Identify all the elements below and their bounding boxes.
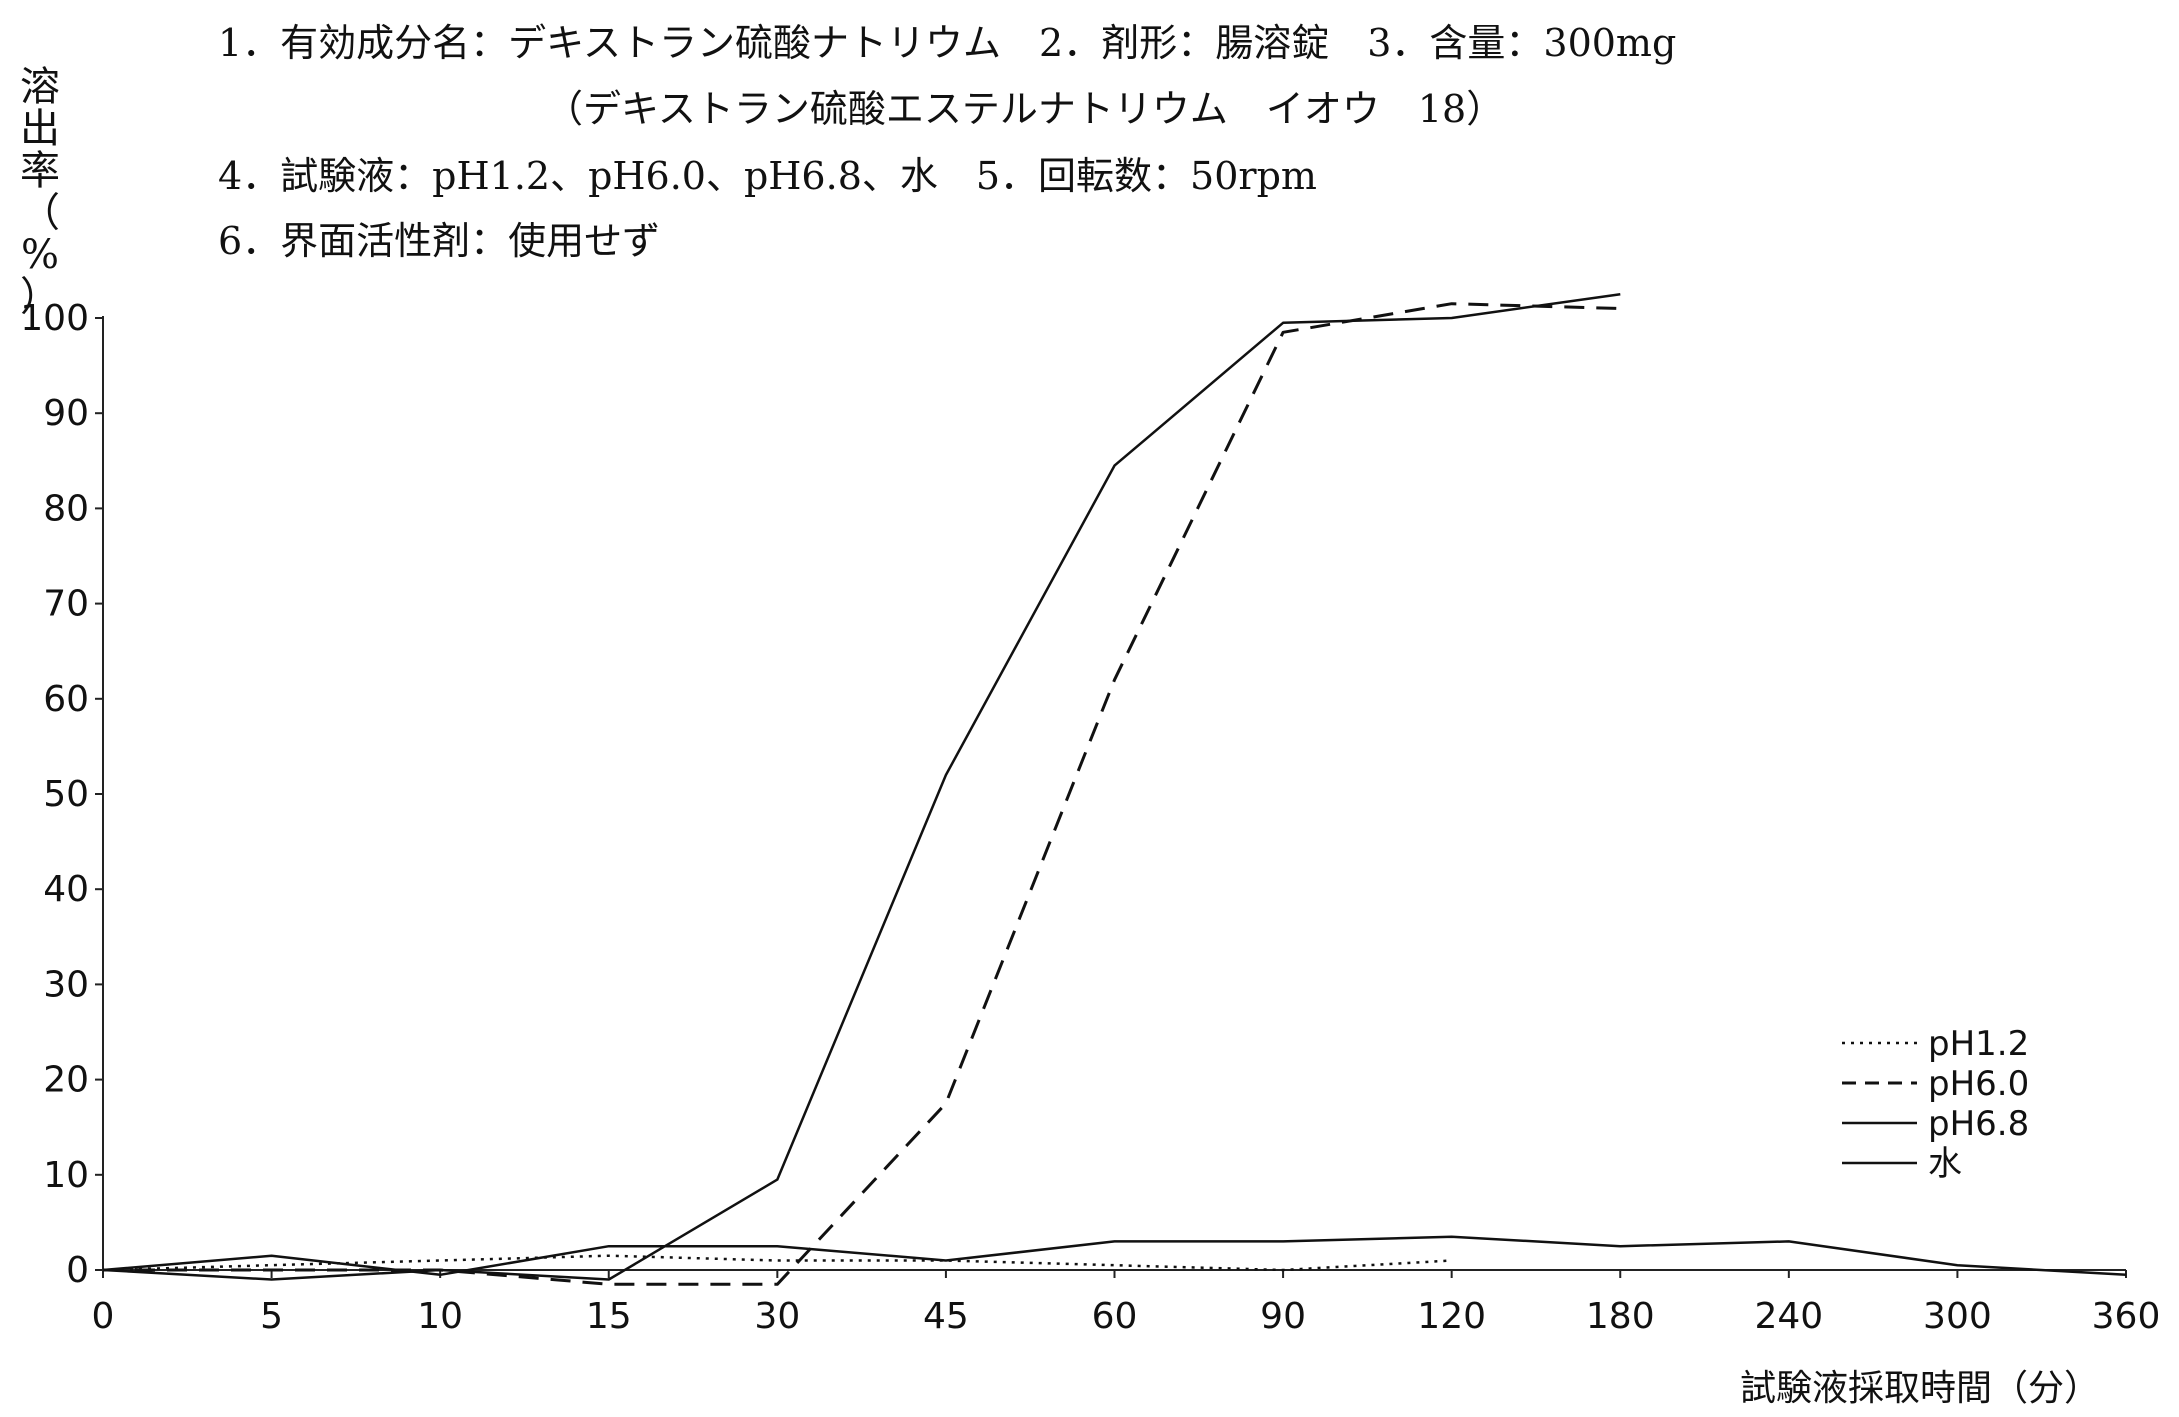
legend-label: pH1.2 [1928, 1024, 2029, 1064]
y-tick-label: 30 [43, 964, 89, 1005]
x-tick-label: 360 [2092, 1296, 2161, 1337]
y-axis-label-char: 溶 [20, 64, 60, 110]
y-axis-label-char: % [20, 232, 59, 278]
legend-label: pH6.8 [1928, 1104, 2029, 1144]
y-tick-label: 100 [20, 298, 89, 339]
header-line-3: 4．試験液：pH1.2、pH6.0、pH6.8、水 5．回転数：50rpm [218, 154, 1317, 198]
y-tick-label: 60 [43, 679, 89, 720]
y-tick-label: 40 [43, 869, 89, 910]
header-line-4: 6．界面活性剤：使用せず [218, 219, 661, 263]
x-tick-label: 45 [923, 1296, 969, 1337]
axes: 0 10 20 30 40 50 60 70 80 90 100 0 5 10 15 30 45 60 90 120 1… [20, 298, 2160, 1409]
x-tick-label: 240 [1754, 1296, 1823, 1337]
y-axis-label-char: （ [20, 190, 60, 236]
x-tick-label: 90 [1260, 1296, 1306, 1337]
legend-label: pH6.0 [1928, 1064, 2029, 1104]
x-tick-label: 300 [1923, 1296, 1992, 1337]
y-tick-label: 70 [43, 584, 89, 625]
series-lines [102, 292, 2127, 1286]
x-tick-label: 120 [1417, 1296, 1486, 1337]
series-line-4 [102, 1235, 2127, 1277]
y-tick-label: 10 [43, 1155, 89, 1196]
y-tick-label: 20 [43, 1060, 89, 1101]
x-tick-label: 10 [417, 1296, 463, 1337]
x-tick-label: 60 [1092, 1296, 1138, 1337]
y-axis-label-char: ） [20, 274, 60, 320]
header-line-1: 1．有効成分名：デキストラン硫酸ナトリウム 2．剤形：腸溶錠 3．含量：300m… [218, 21, 1677, 65]
x-axis-label: 試験液採取時間（分） [1740, 1368, 2100, 1409]
x-tick-label: 5 [260, 1296, 283, 1337]
y-axis-label: 溶出率（%） [14, 66, 66, 318]
x-tick-label: 180 [1586, 1296, 1655, 1337]
x-tick-label: 15 [586, 1296, 632, 1337]
legend-label: 水 [1928, 1144, 1962, 1184]
y-tick-label: 0 [66, 1250, 89, 1291]
header-line-2: （デキストラン硫酸エステルナトリウム イオウ 18） [545, 87, 1505, 131]
series-line-3 [102, 292, 1621, 1281]
series-line-2 [103, 302, 1621, 1286]
y-tick-label: 50 [43, 774, 89, 815]
y-tick-label: 90 [43, 393, 89, 434]
y-axis-label-char: 率 [20, 148, 60, 194]
x-tick-label: 30 [754, 1296, 800, 1337]
series-line-1 [102, 1254, 1452, 1272]
x-tick-label: 0 [92, 1296, 115, 1337]
y-axis-label-char: 出 [20, 106, 60, 152]
y-tick-label: 80 [43, 488, 89, 529]
